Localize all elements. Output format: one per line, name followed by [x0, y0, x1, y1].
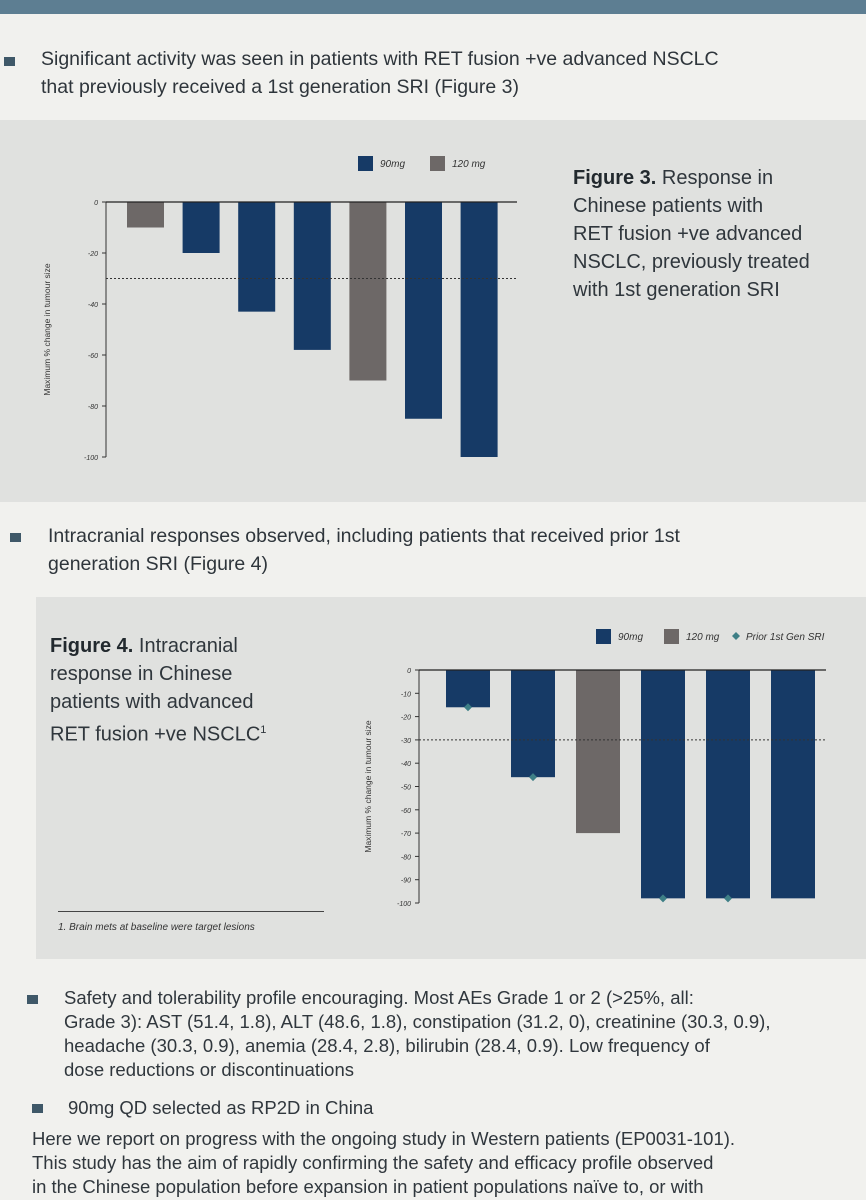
- y-tick-label: -50: [401, 785, 411, 792]
- bullet-marker: [10, 533, 21, 542]
- bullet-1-line: that previously received a 1st generatio…: [41, 76, 519, 98]
- figure-3-caption: Figure 3. Response in Chinese patients w…: [573, 164, 810, 304]
- bullet-marker: [4, 57, 15, 66]
- top-banner-bar: [0, 0, 866, 14]
- bullet-marker: [32, 1104, 43, 1113]
- prior-1st-gen-marker: [659, 894, 667, 903]
- bar: [349, 202, 387, 381]
- y-tick-label: -20: [88, 251, 98, 258]
- figure-3-caption-text: NSCLC, previously treated: [573, 251, 810, 273]
- bullet-2: Intracranial responses observed, includi…: [48, 522, 680, 578]
- bullet-3-line: dose reductions or discontinuations: [64, 1059, 355, 1080]
- closing-paragraph: Here we report on progress with the ongo…: [32, 1127, 866, 1199]
- bullet-4: 90mg QD selected as RP2D in China: [68, 1097, 374, 1118]
- figure-3-caption-title: Figure 3.: [573, 167, 657, 189]
- y-tick-label: -40: [88, 302, 98, 309]
- bar: [127, 202, 164, 228]
- closing-line: Here we report on progress with the ongo…: [32, 1128, 736, 1149]
- bullet-3-line: Grade 3): AST (51.4, 1.8), ALT (48.6, 1.…: [64, 1011, 771, 1032]
- bar: [446, 670, 490, 708]
- legend-swatch: [430, 156, 445, 171]
- legend-swatch: [358, 156, 373, 171]
- figure-3-caption-text: RET fusion +ve advanced: [573, 223, 803, 245]
- y-tick-label: -100: [84, 455, 98, 462]
- closing-line: This study has the aim of rapidly confir…: [32, 1152, 714, 1173]
- prior-1st-gen-marker: [724, 894, 732, 903]
- y-tick-label: -80: [88, 404, 98, 411]
- legend-label: 90mg: [380, 159, 405, 170]
- y-tick-label: -70: [401, 831, 411, 838]
- bar: [511, 670, 555, 778]
- legend-swatch: [732, 632, 740, 640]
- bullet-2-line: Intracranial responses observed, includi…: [48, 525, 680, 547]
- figure-4-caption-title: Figure 4.: [50, 635, 134, 657]
- bar: [293, 202, 331, 350]
- figure-4-footnote: 1. Brain mets at baseline were target le…: [58, 922, 255, 933]
- bullet-marker: [27, 995, 38, 1004]
- bar: [706, 670, 750, 899]
- legend-swatch: [596, 629, 611, 644]
- figure-3-caption-text: Response in: [656, 167, 774, 189]
- bar: [641, 670, 685, 899]
- footnote-divider: [58, 911, 324, 912]
- y-tick-label: -40: [401, 761, 411, 768]
- figure-4-caption-text: Intracranial: [133, 635, 238, 657]
- figure-3-caption-text: Chinese patients with: [573, 195, 764, 217]
- y-tick-label: 0: [94, 200, 98, 207]
- y-tick-label: -60: [401, 808, 411, 815]
- legend-label: 120 mg: [686, 632, 720, 643]
- legend-label: 120 mg: [452, 159, 486, 170]
- y-tick-label: -100: [397, 901, 411, 908]
- bar: [182, 202, 220, 253]
- y-axis-label: Maximum % change in tumour size: [42, 263, 52, 396]
- footnote-marker: 1: [260, 724, 267, 736]
- figure-4-chart: 0 -10 -20 -30 -40 -50 -60 -70 -80 -90 -100 Maximum …: [363, 629, 826, 908]
- bar: [238, 202, 276, 312]
- y-tick-label: -20: [401, 715, 411, 722]
- figure-4-caption-text: patients with advanced: [50, 691, 254, 713]
- y-tick-label: -80: [401, 854, 411, 861]
- bullet-3: Safety and tolerability profile encourag…: [64, 986, 770, 1082]
- y-tick-label: -10: [401, 691, 411, 698]
- bullet-1-line: Significant activity was seen in patient…: [41, 48, 719, 70]
- bar: [576, 670, 620, 834]
- bar: [405, 202, 442, 419]
- bar: [771, 670, 815, 899]
- figure-4-caption: Figure 4. Intracranial response in Chine…: [50, 632, 266, 749]
- figure-3-caption-text: with 1st generation SRI: [573, 279, 780, 301]
- legend-label: Prior 1st Gen SRI: [746, 632, 825, 643]
- y-tick-label: -60: [88, 353, 98, 360]
- figure-4-caption-text: RET fusion +ve NSCLC: [50, 723, 261, 746]
- y-axis-label: Maximum % change in tumour size: [363, 720, 373, 853]
- bullet-1: Significant activity was seen in patient…: [41, 45, 719, 101]
- legend-label: 90mg: [618, 632, 643, 643]
- bullet-3-line: headache (30.3, 0.9), anemia (28.4, 2.8)…: [64, 1035, 710, 1056]
- figure-4-caption-text: response in Chinese: [50, 663, 233, 685]
- legend-swatch: [664, 629, 679, 644]
- prior-1st-gen-marker: [529, 773, 537, 782]
- y-tick-label: 0: [407, 668, 411, 675]
- y-tick-label: -90: [401, 878, 411, 885]
- figure-3-chart: 0 -20 -40 -60 -80 -100 Maximum % change in tum…: [42, 156, 517, 462]
- prior-1st-gen-marker: [464, 703, 472, 712]
- closing-line: in the Chinese population before expansi…: [32, 1176, 704, 1197]
- bullet-2-line: generation SRI (Figure 4): [48, 553, 269, 575]
- bullet-3-line: Safety and tolerability profile encourag…: [64, 987, 694, 1008]
- y-tick-label: -30: [401, 738, 411, 745]
- bar: [460, 202, 498, 457]
